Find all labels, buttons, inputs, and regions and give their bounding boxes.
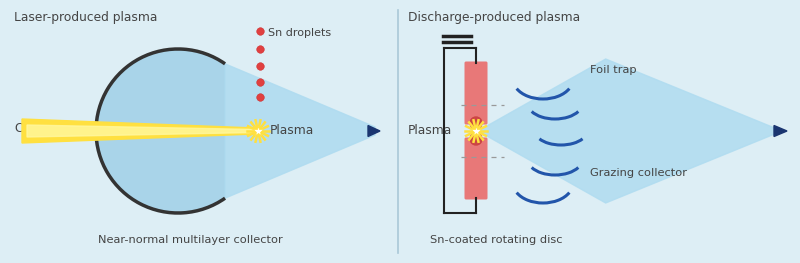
Polygon shape	[27, 125, 256, 137]
Text: Grazing collector: Grazing collector	[590, 168, 687, 178]
Text: Plasma: Plasma	[408, 124, 452, 138]
Polygon shape	[774, 125, 787, 136]
Polygon shape	[96, 49, 225, 213]
FancyBboxPatch shape	[465, 62, 487, 124]
Text: 2: 2	[29, 129, 34, 138]
Text: Discharge-produced plasma: Discharge-produced plasma	[408, 11, 580, 24]
Text: Sn-coated rotating disc: Sn-coated rotating disc	[430, 235, 562, 245]
Text: Plasma: Plasma	[270, 124, 314, 138]
Text: Foil trap: Foil trap	[590, 65, 637, 75]
Text: CO: CO	[14, 123, 32, 135]
Polygon shape	[368, 125, 380, 136]
Circle shape	[470, 133, 482, 145]
Polygon shape	[225, 64, 375, 198]
Text: laser: laser	[33, 123, 67, 135]
Text: Laser-produced plasma: Laser-produced plasma	[14, 11, 158, 24]
Text: Sn droplets: Sn droplets	[268, 28, 331, 38]
Circle shape	[470, 117, 482, 129]
Text: Near-normal multilayer collector: Near-normal multilayer collector	[98, 235, 282, 245]
FancyBboxPatch shape	[465, 138, 487, 200]
Polygon shape	[478, 59, 782, 203]
Polygon shape	[22, 119, 256, 143]
